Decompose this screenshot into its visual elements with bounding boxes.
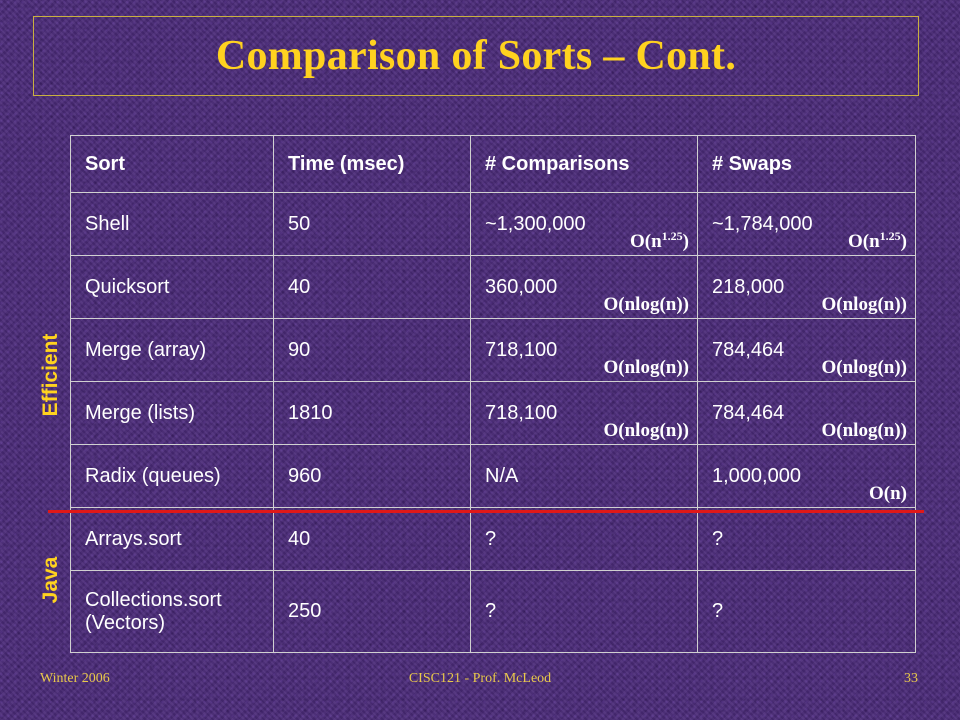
cell-comparisons: ? (470, 507, 698, 571)
header-swaps: # Swaps (697, 135, 916, 193)
comparisons-complexity: O(n1.25) (629, 229, 689, 252)
header-time: Time (msec) (273, 135, 471, 193)
cell-time: 90 (273, 318, 471, 382)
swaps-value: 784,464 (712, 338, 785, 361)
cell-sort: Quicksort (70, 255, 274, 319)
sort-name-line2: (Vectors) (85, 611, 166, 634)
table-row: Merge (lists) 1810 718,100 O(nlog(n)) 78… (70, 381, 916, 445)
swaps-value: 218,000 (712, 275, 785, 298)
comparisons-complexity: O(nlog(n)) (603, 357, 690, 378)
header-comparisons: # Comparisons (470, 135, 698, 193)
swaps-value: 1,000,000 (712, 464, 801, 487)
cell-comparisons: ? (470, 570, 698, 653)
comparisons-value: 718,100 (485, 338, 558, 361)
table-row: Merge (array) 90 718,100 O(nlog(n)) 784,… (70, 318, 916, 382)
comparisons-value: N/A (485, 464, 519, 487)
comparisons-value: 718,100 (485, 401, 558, 424)
comparisons-value: ~1,300,000 (485, 212, 586, 235)
swaps-complexity: O(nlog(n)) (821, 420, 908, 441)
title-box: Comparison of Sorts – Cont. (33, 16, 919, 96)
cell-comparisons: 360,000 O(nlog(n)) (470, 255, 698, 319)
cell-time: 40 (273, 507, 471, 571)
java-label: Java (39, 556, 62, 604)
cell-sort: Merge (lists) (70, 381, 274, 445)
cell-sort: Merge (array) (70, 318, 274, 382)
cell-swaps: 218,000 O(nlog(n)) (697, 255, 916, 319)
cell-sort: Radix (queues) (70, 444, 274, 508)
cell-time: 50 (273, 192, 471, 256)
cell-swaps: ? (697, 507, 916, 571)
swaps-value: ~1,784,000 (712, 212, 813, 235)
cell-swaps: ~1,784,000 O(n1.25) (697, 192, 916, 256)
swaps-complexity: O(n1.25) (847, 229, 907, 252)
comparisons-value: 360,000 (485, 275, 558, 298)
table-row: Collections.sort (Vectors) 250 ? ? (70, 570, 916, 653)
swaps-complexity: O(nlog(n)) (821, 357, 908, 378)
cell-time: 40 (273, 255, 471, 319)
table-row: Quicksort 40 360,000 O(nlog(n)) 218,000 … (70, 255, 916, 319)
header-sort: Sort (70, 135, 274, 193)
cell-swaps: 1,000,000 O(n) (697, 444, 916, 508)
cell-swaps: 784,464 O(nlog(n)) (697, 381, 916, 445)
table-row: Arrays.sort 40 ? ? (70, 507, 916, 571)
comparisons-complexity: O(nlog(n)) (603, 420, 690, 441)
table-row: Shell 50 ~1,300,000 O(n1.25) ~1,784,000 … (70, 192, 916, 256)
footer-page-number: 33 (904, 671, 918, 686)
cell-sort: Collections.sort (Vectors) (70, 570, 274, 653)
table-header-row: Sort Time (msec) # Comparisons # Swaps (70, 135, 916, 193)
cell-swaps: ? (697, 570, 916, 653)
footer-date: Winter 2006 (40, 671, 110, 686)
swaps-complexity: O(nlog(n)) (821, 294, 908, 315)
sorts-comparison-table: Sort Time (msec) # Comparisons # Swaps S… (70, 135, 916, 653)
slide-title: Comparison of Sorts – Cont. (215, 33, 737, 79)
comparisons-complexity: O(nlog(n)) (603, 294, 690, 315)
cell-comparisons: 718,100 O(nlog(n)) (470, 318, 698, 382)
cell-comparisons: 718,100 O(nlog(n)) (470, 381, 698, 445)
swaps-complexity: O(n) (869, 483, 907, 504)
cell-sort: Arrays.sort (70, 507, 274, 571)
cell-time: 1810 (273, 381, 471, 445)
footer-course: CISC121 - Prof. McLeod (408, 671, 552, 686)
cell-comparisons: ~1,300,000 O(n1.25) (470, 192, 698, 256)
section-divider-line (48, 510, 924, 513)
efficient-label: Efficient (39, 333, 62, 417)
cell-sort: Shell (70, 192, 274, 256)
swaps-value: 784,464 (712, 401, 785, 424)
table-row: Radix (queues) 960 N/A 1,000,000 O(n) (70, 444, 916, 508)
cell-time: 250 (273, 570, 471, 653)
sort-name-line1: Collections.sort (85, 588, 222, 611)
cell-swaps: 784,464 O(nlog(n)) (697, 318, 916, 382)
cell-comparisons: N/A (470, 444, 698, 508)
cell-time: 960 (273, 444, 471, 508)
